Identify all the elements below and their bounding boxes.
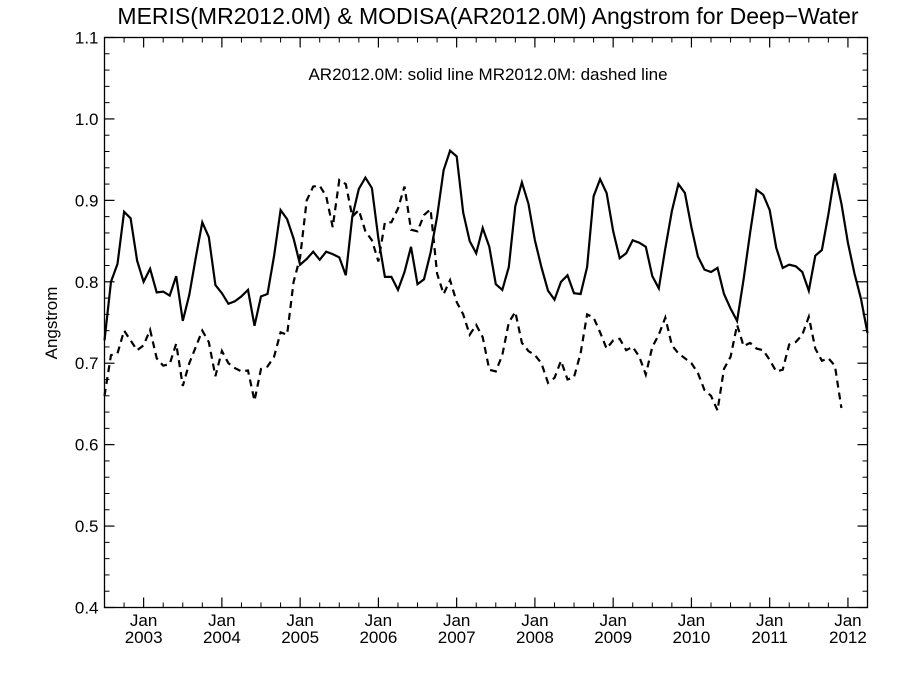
x-tick-month-label: Jan xyxy=(443,611,470,630)
y-tick-label: 1.1 xyxy=(75,29,99,48)
series-line-ar2012-0m xyxy=(103,148,869,341)
x-tick-year-label: 2010 xyxy=(673,628,711,647)
x-tick-month-label: Jan xyxy=(130,611,157,630)
x-tick-month-label: Jan xyxy=(599,611,626,630)
y-tick-label: 0.9 xyxy=(75,191,99,210)
y-tick-label: 0.7 xyxy=(75,354,99,373)
x-tick-month-label: Jan xyxy=(756,611,783,630)
x-tick-year-label: 2003 xyxy=(125,628,163,647)
x-tick-year-label: 2004 xyxy=(203,628,241,647)
x-tick-month-label: Jan xyxy=(678,611,705,630)
x-tick-year-label: 2006 xyxy=(359,628,397,647)
series-line-mr2012-0m xyxy=(103,178,843,415)
x-tick-year-label: 2005 xyxy=(281,628,319,647)
y-tick-label: 0.5 xyxy=(75,517,99,536)
x-tick-year-label: 2012 xyxy=(829,628,867,647)
x-tick-year-label: 2007 xyxy=(438,628,476,647)
line-style-annotation: AR2012.0M: solid line MR2012.0M: dashed … xyxy=(308,65,667,84)
y-axis-title: Angstrom xyxy=(42,287,61,360)
y-tick-label: 0.8 xyxy=(75,273,99,292)
x-tick-month-label: Jan xyxy=(834,611,861,630)
y-axis-ticks: 0.4 0.5 0.6 0.7 0.8 0.9 1.0 1.1 xyxy=(75,29,868,618)
x-tick-year-label: 2008 xyxy=(516,628,554,647)
series-lines xyxy=(103,148,869,415)
x-tick-month-label: Jan xyxy=(521,611,548,630)
x-tick-month-label: Jan xyxy=(208,611,235,630)
x-tick-month-label: Jan xyxy=(286,611,313,630)
x-tick-year-label: 2009 xyxy=(594,628,632,647)
y-tick-label: 0.4 xyxy=(75,599,99,618)
chart-title: MERIS(MR2012.0M) & MODISA(AR2012.0M) Ang… xyxy=(117,3,858,29)
x-tick-year-label: 2011 xyxy=(751,628,788,647)
y-tick-label: 0.6 xyxy=(75,436,99,455)
y-tick-label: 1.0 xyxy=(75,110,99,129)
plot-frame xyxy=(103,36,869,609)
x-tick-month-label: Jan xyxy=(365,611,392,630)
x-axis-ticks: Jan2003Jan2004Jan2005Jan2006Jan2007Jan20… xyxy=(104,37,868,647)
